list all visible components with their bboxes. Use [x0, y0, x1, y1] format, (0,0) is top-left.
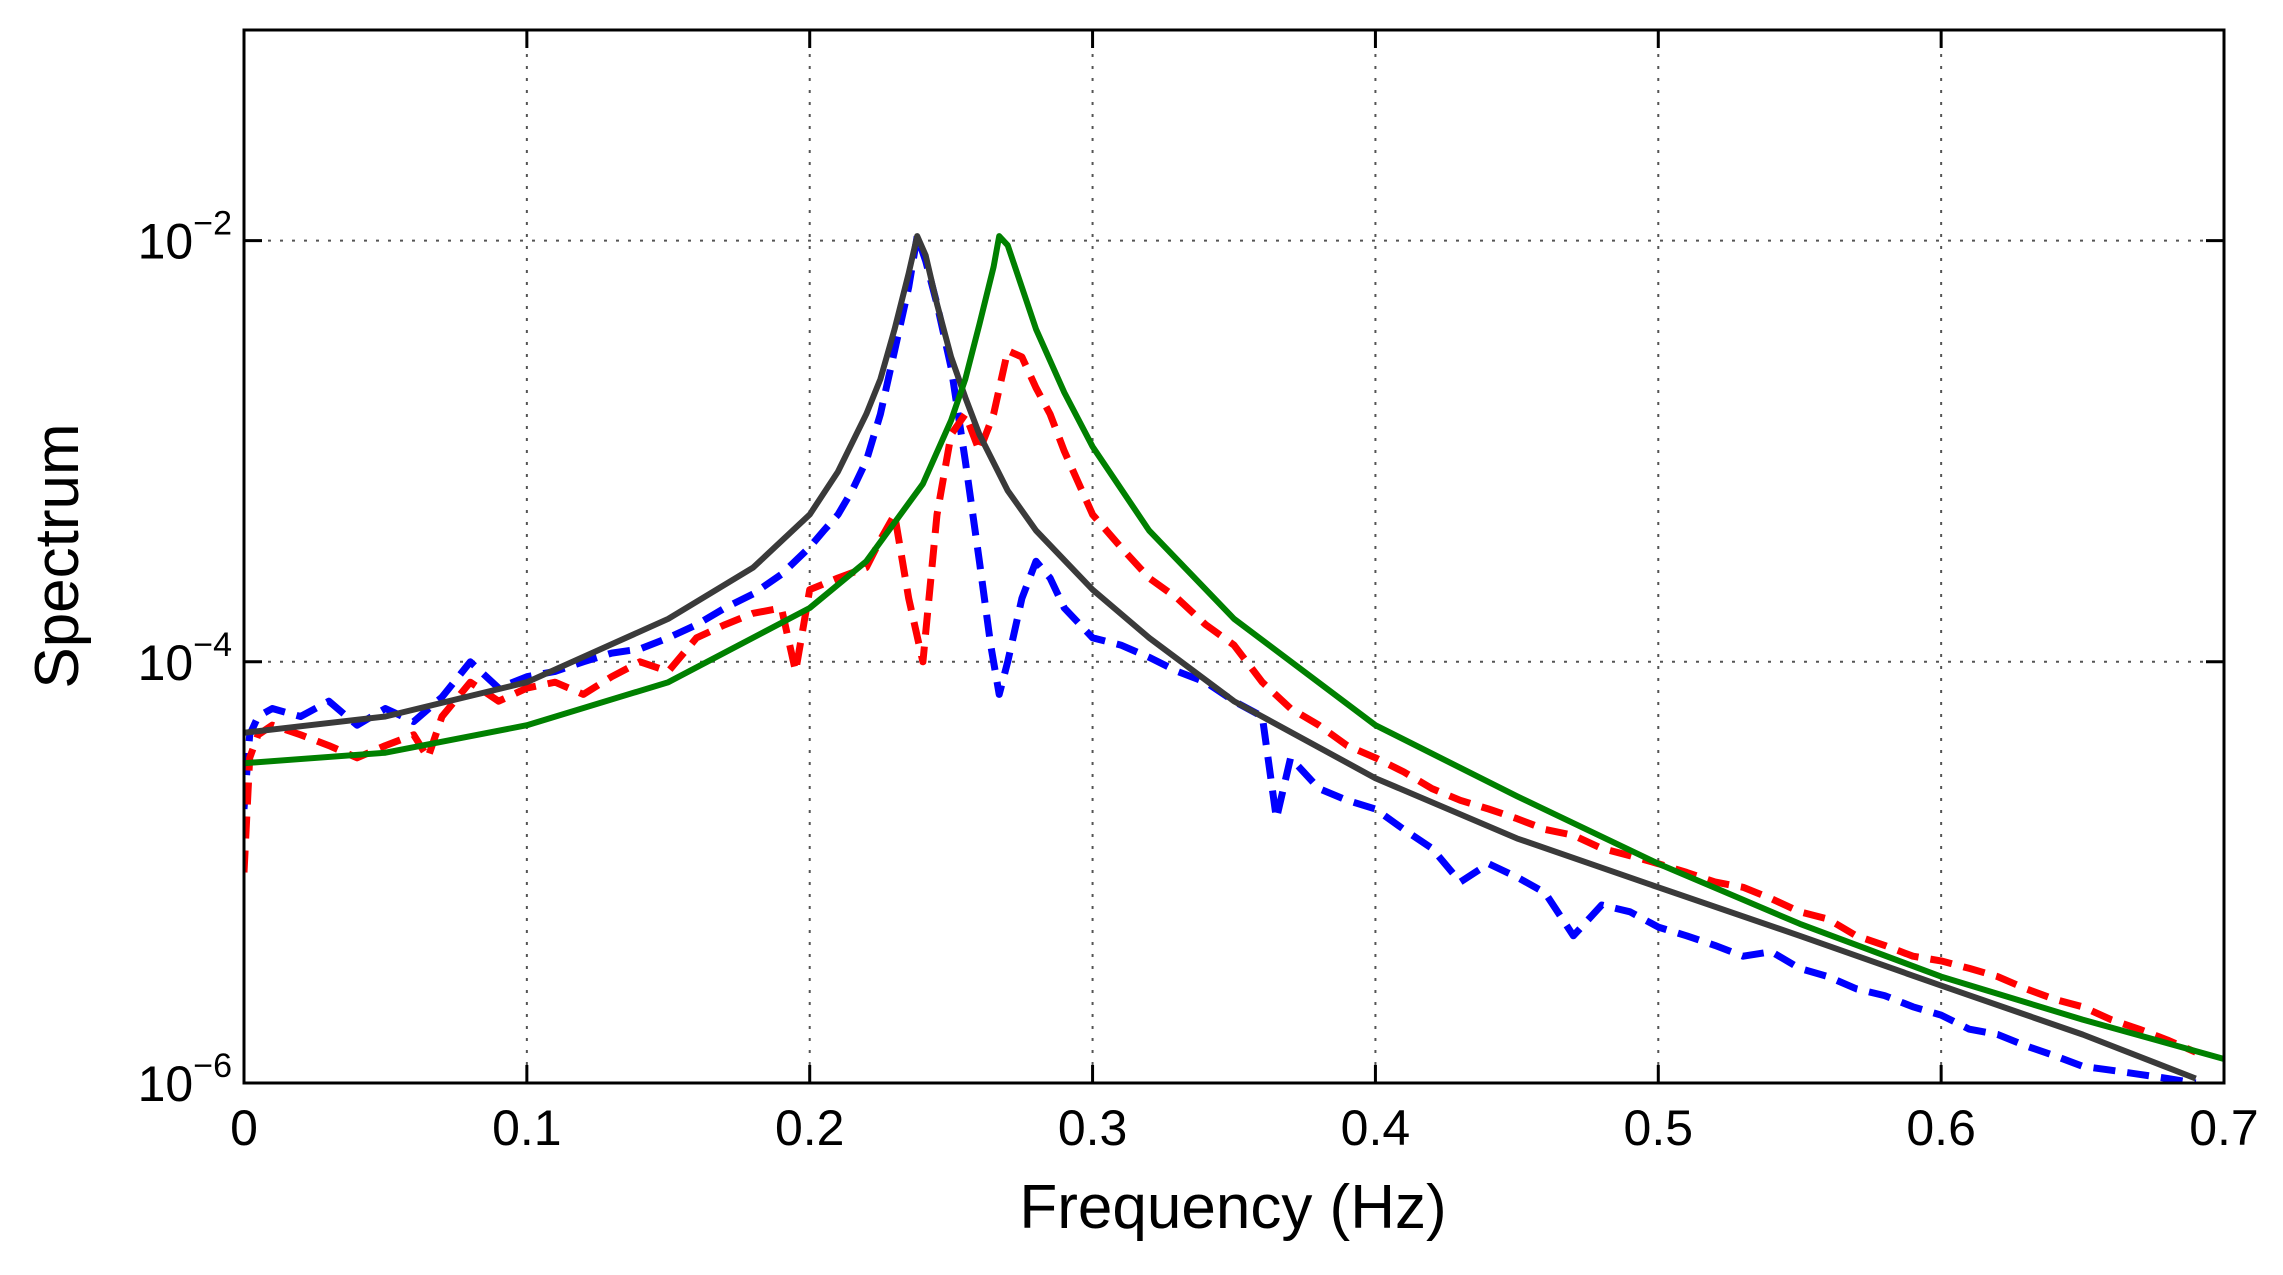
series-line-dark-gray-solid — [244, 233, 2197, 1082]
y-tick-labels: 10−6 10−4 10−2 — [138, 205, 232, 1112]
x-tick-labels: 0 0.1 0.2 0.3 0.4 0.5 0.6 0.7 — [230, 1100, 2259, 1156]
x-tick-label: 0.4 — [1341, 1100, 1411, 1156]
series-line-green-solid — [244, 233, 2224, 1062]
tick-layer — [242, 30, 2226, 1085]
y-tick-label: 10−6 — [138, 1047, 232, 1112]
x-tick-label: 0 — [230, 1100, 258, 1156]
x-tick-label: 0.5 — [1624, 1100, 1694, 1156]
x-tick-label: 0.1 — [492, 1100, 562, 1156]
y-tick-label: 10−4 — [138, 626, 232, 691]
grid-layer — [244, 30, 2224, 1083]
plot-frame — [242, 28, 2226, 1085]
x-tick-label: 0.7 — [2189, 1100, 2259, 1156]
series-line-blue-dashed — [244, 232, 2197, 1083]
y-tick-label: 10−2 — [138, 205, 232, 270]
x-tick-label: 0.6 — [1906, 1100, 1976, 1156]
x-tick-label: 0.2 — [775, 1100, 845, 1156]
x-axis-label: Frequency (Hz) — [1019, 1173, 1446, 1242]
x-tick-label: 0.3 — [1058, 1100, 1128, 1156]
plot-area — [244, 30, 2224, 1083]
y-axis-label: Spectrum — [23, 423, 92, 688]
series-line-red-dashed — [244, 347, 2198, 1056]
series-layer — [244, 232, 2224, 1083]
